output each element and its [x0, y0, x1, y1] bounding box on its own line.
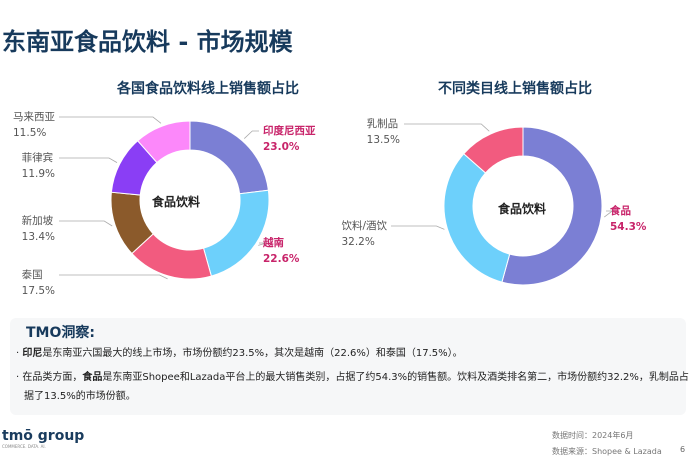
slice-value: 32.2%: [341, 236, 375, 248]
leader-line: [59, 274, 168, 280]
tmo-logo: tmō group COMMERCE. DATA. AI.: [2, 428, 85, 449]
slice-label: 乳制品 13.5%: [367, 116, 400, 148]
slice-category: 饮料/酒饮: [341, 220, 387, 232]
donut-slice-1-2: [463, 126, 524, 174]
slice-value: 13.4%: [21, 231, 55, 243]
leader-line: [258, 242, 267, 246]
leader-line: [243, 130, 259, 139]
leader-line: [604, 210, 614, 218]
donut-slice-0-5: [137, 120, 191, 164]
slice-label: 新加坡 13.4%: [22, 213, 55, 245]
slice-category: 泰国: [21, 269, 43, 281]
leader-line: [404, 123, 490, 132]
leader-line: [59, 220, 113, 227]
slice-value: 22.6%: [263, 253, 300, 265]
donut-slice-0-0: [189, 120, 269, 195]
slice-category: 越南: [263, 237, 284, 249]
insight-heading: TMO洞察:: [26, 325, 95, 341]
slice-label: 菲律宾 11.9%: [22, 150, 55, 182]
slice-category: 食品: [610, 205, 631, 217]
donut-slice-1-1: [443, 153, 511, 283]
slice-category: 新加坡: [21, 215, 54, 227]
slice-value: 13.5%: [366, 134, 400, 146]
leader-line: [59, 157, 118, 163]
leader-line: [391, 225, 445, 230]
data-date: 数据时间：2024年6月: [552, 431, 634, 440]
chart1-center-label: 食品饮料: [152, 195, 201, 209]
slice-category: 马来西亚: [13, 111, 55, 123]
leader-line: [59, 116, 162, 124]
insight-box: TMO洞察: · 印尼是东南亚六国最大的线上市场，市场份额约23.5%，其次是越…: [10, 318, 689, 415]
slice-label: 印度尼西亚 23.0%: [263, 123, 316, 155]
slice-value: 17.5%: [21, 285, 55, 297]
slice-label: 泰国 17.5%: [22, 267, 55, 299]
donut-charts: [59, 116, 614, 286]
slice-category: 印度尼西亚: [263, 125, 316, 137]
page-number: 6: [680, 445, 686, 454]
chart2-center-label: 食品饮料: [498, 202, 547, 216]
donut-slice-0-1: [202, 189, 270, 277]
insight-bullet-2: · 在品类方面，食品是东南亚Shopee和Lazada平台上的最大销售类别，占据…: [16, 372, 689, 402]
slice-label: 马来西亚 11.5%: [13, 109, 55, 141]
slice-category: 菲律宾: [21, 152, 54, 164]
data-source: 数据来源：Shopee & Lazada: [552, 447, 662, 456]
chart2-title: 不同类目线上销售额占比: [438, 81, 592, 97]
slice-label: 越南 22.6%: [263, 235, 299, 267]
chart1-title: 各国食品饮料线上销售额占比: [117, 81, 299, 97]
page-title: 东南亚食品饮料 - 市场规模: [2, 28, 293, 56]
donut-slice-1-0: [501, 126, 603, 286]
slice-label: 饮料/酒饮 32.2%: [341, 218, 387, 250]
slice-value: 23.0%: [263, 141, 300, 153]
slice-value: 11.5%: [13, 127, 47, 139]
slice-value: 54.3%: [610, 221, 647, 233]
slice-label: 食品 54.3%: [610, 203, 646, 235]
insight-bullet-1: · 印尼是东南亚六国最大的线上市场，市场份额约23.5%，其次是越南（22.6%…: [16, 348, 463, 359]
slice-value: 11.9%: [21, 168, 55, 180]
slice-category: 乳制品: [366, 118, 399, 130]
